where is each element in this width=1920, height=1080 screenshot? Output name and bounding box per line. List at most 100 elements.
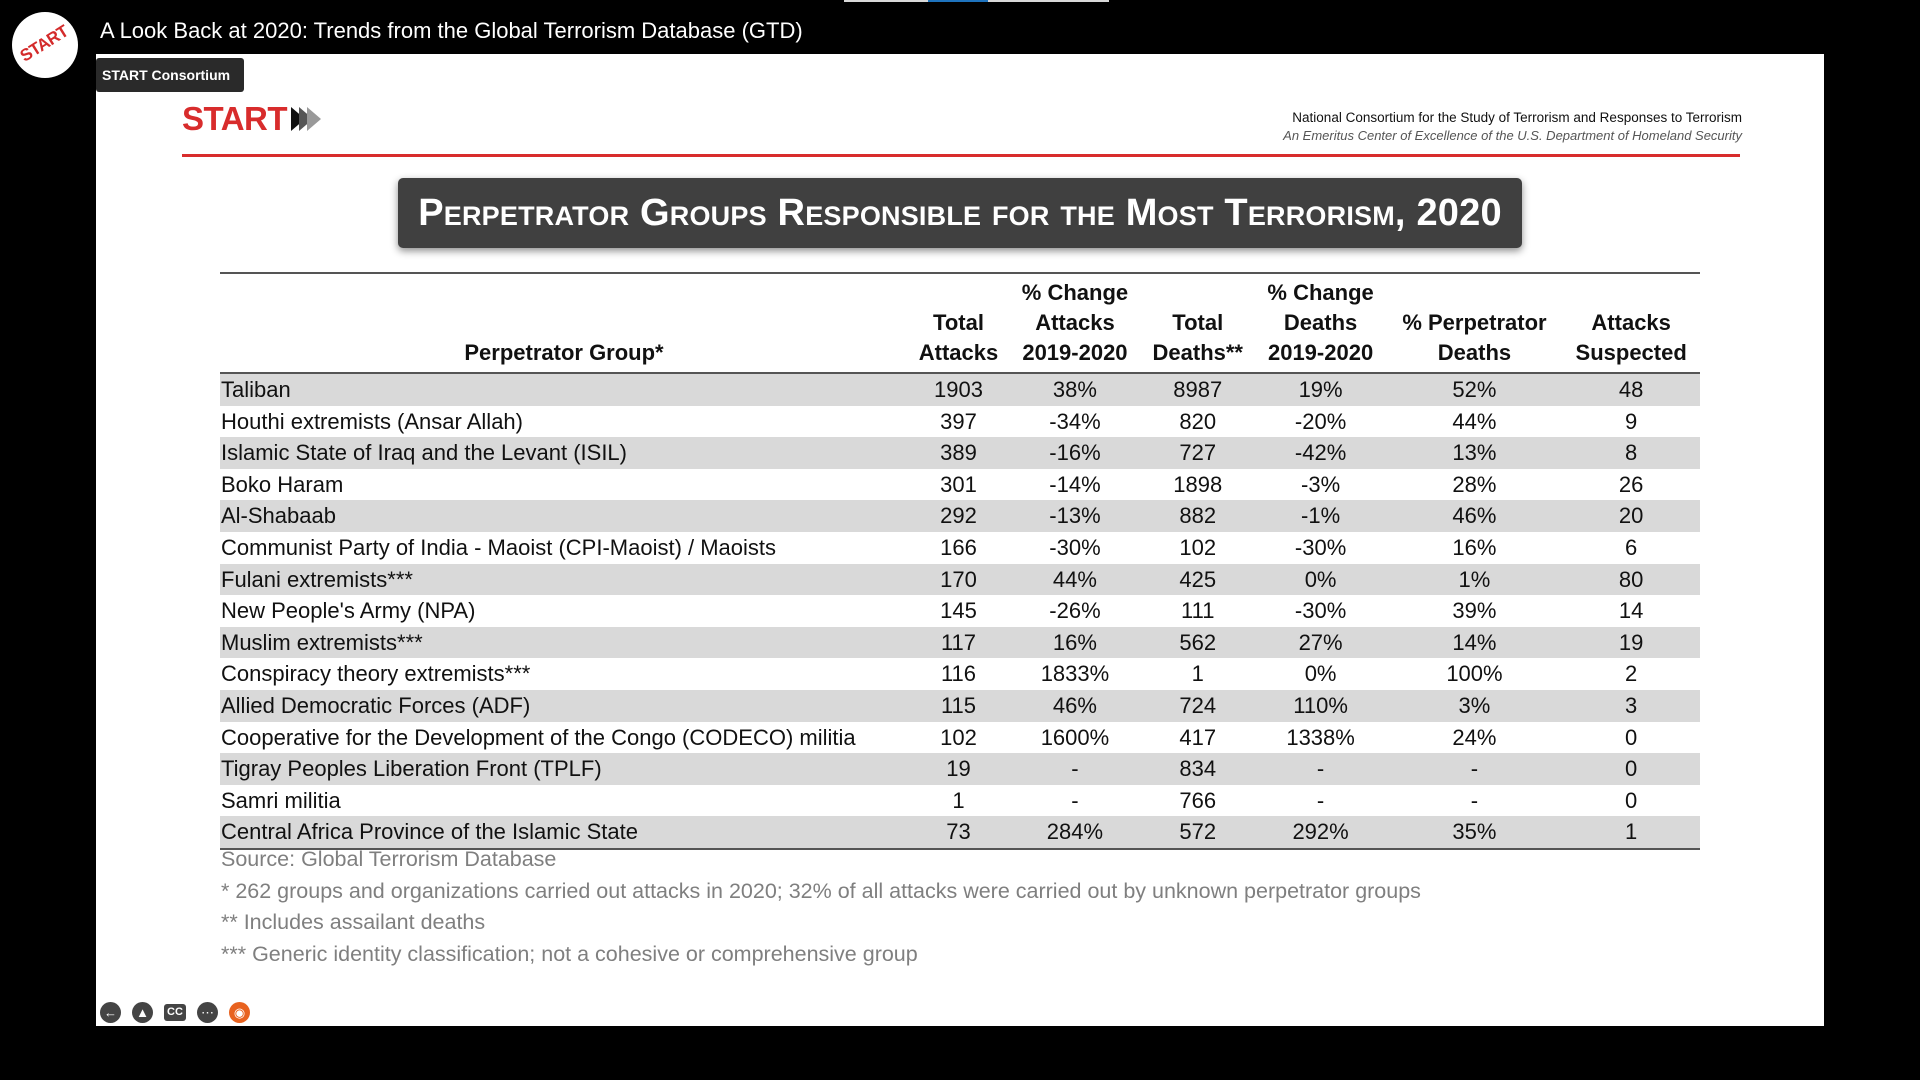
cell-group: Houthi extremists (Ansar Allah) — [221, 408, 523, 434]
channel-logo-text: START — [16, 21, 72, 66]
cell-deaths: 882 — [1179, 503, 1217, 529]
cell-attacks: 301 — [940, 471, 977, 497]
cell-group: Allied Democratic Forces (ADF) — [221, 692, 531, 718]
cell-pct-deaths: 19% — [1298, 377, 1343, 402]
cell-pct-deaths: -3% — [1301, 471, 1341, 497]
cell-pct-perp: - — [1470, 756, 1479, 782]
cell-pct-perp: 100% — [1446, 661, 1503, 687]
cell-deaths: 417 — [1179, 724, 1217, 750]
cell-pct-attacks: -26% — [1049, 598, 1101, 624]
cell-deaths: 820 — [1179, 408, 1217, 434]
channel-avatar[interactable]: START — [12, 12, 78, 78]
cell-pct-perp: 16% — [1452, 534, 1497, 560]
cell-pct-deaths: -42% — [1294, 440, 1347, 466]
source-note: Source: Global Terrorism Database — [221, 847, 557, 871]
footnote-1: * 262 groups and organizations carried o… — [221, 878, 1421, 903]
cell-suspected: 20 — [1618, 503, 1644, 529]
table-row: New People's Army (NPA) 145 -26% 111 -30% 39%… — [220, 595, 1700, 627]
table-row: Cooperative for the Development of the C… — [220, 722, 1700, 754]
cell-pct-attacks: -30% — [1049, 534, 1101, 560]
cell-group: Conspiracy theory extremists*** — [221, 661, 531, 687]
table-row: Taliban 1903 38% 8987 19% 52% 48 — [220, 373, 1700, 406]
header-total-attacks: Total Attacks — [918, 310, 999, 365]
cell-suspected: 8 — [1625, 440, 1638, 466]
table-row: Tigray Peoples Liberation Front (TPLF) 19… — [220, 753, 1700, 785]
table-row: Communist Party of India - Maoist (CPI-M… — [220, 532, 1700, 564]
cell-suspected: 48 — [1618, 377, 1644, 402]
table-row: Boko Haram 301 -14% 1898 -3% 28% 26 — [220, 469, 1700, 501]
cell-pct-attacks: 38% — [1052, 377, 1097, 402]
cell-group: Fulani extremists*** — [221, 566, 413, 592]
cell-pct-attacks: 44% — [1052, 566, 1097, 592]
cell-group: Tigray Peoples Liberation Front (TPLF) — [221, 756, 602, 782]
footnotes: Source: Global Terrorism Database * 262 … — [221, 844, 1421, 970]
cell-pct-attacks: 1833% — [1040, 661, 1110, 687]
cell-deaths: 766 — [1179, 787, 1217, 813]
slide-title: Perpetrator Groups Responsible for the M… — [398, 178, 1522, 248]
cell-pct-deaths: 110% — [1293, 692, 1348, 718]
cell-pct-deaths: 0% — [1304, 661, 1337, 687]
cell-pct-attacks: -14% — [1049, 471, 1101, 497]
cell-attacks: 117 — [940, 629, 977, 655]
cell-attacks: 102 — [940, 724, 977, 750]
table-row: Central Africa Province of the Islamic S… — [220, 816, 1700, 849]
cell-pct-perp: 1% — [1458, 566, 1491, 592]
cell-pct-deaths: - — [1316, 787, 1325, 813]
cell-suspected: 0 — [1625, 756, 1638, 782]
cell-pct-deaths: 1338% — [1286, 724, 1355, 750]
back-arrow-icon[interactable]: ← — [100, 1002, 121, 1023]
cell-pct-attacks: 16% — [1052, 629, 1097, 655]
cell-pct-perp: 28% — [1452, 471, 1497, 497]
cell-attacks: 397 — [940, 408, 977, 434]
upload-icon[interactable]: ▲ — [132, 1002, 153, 1023]
cell-pct-attacks: -13% — [1049, 503, 1101, 529]
cell-pct-perp: 14% — [1452, 629, 1497, 655]
top-progress-fill — [928, 0, 988, 2]
player-controls: ← ▲ CC ⋯ ◉ — [100, 1002, 250, 1023]
cell-pct-perp: 13% — [1452, 440, 1497, 466]
cell-pct-perp: 39% — [1452, 598, 1497, 624]
cell-deaths: 1 — [1191, 661, 1204, 687]
channel-name-chip[interactable]: START Consortium — [96, 58, 245, 92]
top-progress-bar — [844, 0, 1109, 2]
cell-group: New People's Army (NPA) — [221, 598, 476, 624]
channel-logo-icon[interactable]: ◉ — [229, 1002, 250, 1023]
cell-pct-perp: 46% — [1452, 503, 1497, 529]
cell-attacks: 145 — [940, 598, 977, 624]
more-icon[interactable]: ⋯ — [197, 1002, 218, 1023]
table-row: Islamic State of Iraq and the Levant (IS… — [220, 437, 1700, 469]
cell-pct-attacks: -16% — [1049, 440, 1101, 466]
cell-pct-attacks: 1600% — [1040, 724, 1110, 750]
cell-suspected: 9 — [1625, 408, 1638, 434]
cell-pct-perp: 44% — [1452, 408, 1497, 434]
header-pct-change-attacks: % Change Attacks 2019-2020 — [1021, 280, 1129, 365]
cell-pct-perp: - — [1470, 787, 1479, 813]
cell-suspected: 14 — [1618, 598, 1644, 624]
cell-pct-deaths: 0% — [1304, 566, 1337, 592]
cell-pct-deaths: 292% — [1292, 819, 1349, 845]
cell-group: Boko Haram — [221, 471, 344, 497]
header-total-deaths: Total Deaths** — [1152, 310, 1243, 365]
table-row: Conspiracy theory extremists*** 116 1833% 1… — [220, 658, 1700, 690]
video-title[interactable]: A Look Back at 2020: Trends from the Glo… — [100, 18, 803, 43]
cell-attacks: 19 — [946, 756, 971, 782]
cell-group: Cooperative for the Development of the C… — [221, 724, 856, 750]
cell-pct-deaths: -30% — [1294, 598, 1347, 624]
cell-deaths: 724 — [1179, 692, 1217, 718]
cell-attacks: 292 — [940, 503, 977, 529]
footnote-3: *** Generic identity classification; not… — [221, 941, 918, 966]
captions-button[interactable]: CC — [164, 1004, 186, 1021]
cell-pct-attacks: - — [1071, 787, 1079, 813]
presentation-slide: START National Consortium for the Study … — [96, 54, 1824, 1026]
table-row: Samri militia 1 - 766 - - 0 — [220, 785, 1700, 817]
footnote-2: ** Includes assailant deaths — [221, 910, 486, 935]
cell-group: Communist Party of India - Maoist (CPI-M… — [221, 534, 777, 560]
cell-pct-deaths: 27% — [1298, 629, 1343, 655]
cell-attacks: 1903 — [934, 377, 983, 402]
play-arrows-icon — [291, 107, 322, 131]
header-pct-perpetrator-deaths: % Perpetrator Deaths — [1402, 310, 1547, 365]
org-name: National Consortium for the Study of Ter… — [1292, 110, 1742, 125]
cell-pct-perp: 3% — [1458, 692, 1491, 718]
cell-suspected: 3 — [1625, 692, 1638, 718]
header-pct-change-deaths: % Change Deaths 2019-2020 — [1267, 280, 1374, 365]
